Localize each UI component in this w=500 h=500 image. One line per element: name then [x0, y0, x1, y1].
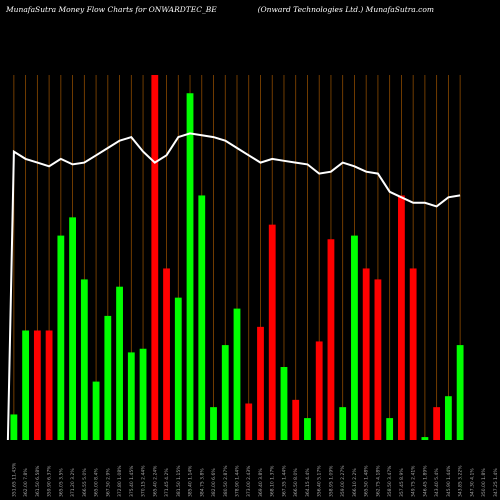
chart-title-left: MunafaSutra Money Flow Charts for ONWARD…	[6, 5, 217, 14]
bar	[198, 195, 206, 440]
bar	[444, 396, 452, 440]
x-tick-label: 370.15 2.44%	[141, 465, 147, 497]
x-tick-label: 384.75 3.8%	[199, 468, 205, 497]
x-tick-label: 366.50 8.0%	[293, 468, 299, 497]
bar	[421, 437, 429, 440]
bar	[151, 75, 159, 440]
x-tick-label: 357.45 8.9%	[399, 468, 405, 497]
bar	[351, 235, 358, 440]
x-tick-label: 381.50 1.15%	[176, 465, 182, 497]
bar	[33, 330, 41, 440]
bar	[292, 399, 300, 440]
bar	[139, 348, 147, 440]
x-tick-label: 356.40 5.17%	[317, 465, 323, 497]
x-tick-label: 365.00 8.4%	[94, 468, 100, 497]
bar	[104, 315, 112, 440]
bar	[127, 352, 135, 440]
bar	[409, 268, 417, 440]
x-tick-label: 358.95 1.09%	[328, 465, 334, 497]
x-tick-label: 362.00 7.8%	[23, 468, 29, 497]
chart-title-right: (Onward Technologies Ltd.) MunafaSutra.c…	[257, 5, 434, 14]
bar	[433, 407, 441, 440]
x-tick-label: 359.00 2.27%	[340, 465, 346, 497]
bar	[398, 195, 405, 440]
x-tick-label: 362.75 4.18%	[375, 465, 381, 497]
x-tick-label: 385.40 1.14%	[188, 465, 194, 497]
bar	[22, 330, 30, 440]
bar	[57, 235, 65, 440]
price-line	[6, 132, 461, 441]
x-tick-label: 369.40 3.8%	[258, 468, 264, 497]
bar	[233, 308, 241, 440]
x-tick-label: 380.50 2.87%	[223, 465, 229, 497]
x-tick-label: 366.55 5.0%	[82, 468, 88, 497]
x-tick-label: 345.90 1.44%	[446, 465, 452, 497]
bar	[210, 407, 217, 440]
bar	[362, 268, 370, 440]
bar	[386, 418, 394, 440]
x-tick-label: 365.05 3.5%	[58, 468, 64, 497]
x-tick-label: 358.50 3.47%	[387, 465, 393, 497]
bar	[92, 381, 100, 440]
bar	[268, 224, 276, 440]
bar	[374, 279, 382, 440]
x-tick-label: 367.35 1.44%	[281, 465, 287, 497]
x-tick-label: 366.10 2.2%	[352, 468, 358, 497]
bar	[245, 403, 253, 440]
bar	[116, 286, 123, 440]
x-tick-label: 372.80 1.08%	[117, 465, 123, 497]
x-tick-label: 365.50 1.48%	[364, 465, 370, 497]
x-tick-label: 343.85 3.22%	[458, 465, 464, 497]
x-tick-label: 375.40 1.45%	[129, 465, 135, 497]
x-tick-label: 359.90 6.37%	[47, 465, 53, 497]
x-tick-label: 350.00 1.8%	[481, 468, 487, 497]
x-tick-label: 351.65 11.43%	[11, 462, 17, 497]
bar	[69, 217, 76, 440]
x-tick-label: 373.00 2.43%	[246, 465, 252, 497]
x-tick-label: 371.20 3.2%	[70, 468, 76, 497]
x-tick-label: 347.30 4.1%	[469, 468, 475, 497]
x-tick-label: 367.50 2.9%	[105, 468, 111, 497]
bar	[280, 367, 288, 440]
x-tick-label: 365.40 2.24%	[152, 465, 158, 497]
bar	[327, 239, 335, 440]
bar	[186, 93, 194, 440]
bar	[163, 268, 170, 440]
bar	[257, 326, 264, 440]
x-tick-label: 347.25 1.4%	[493, 468, 499, 497]
x-tick-label: 371.45 4.2%	[164, 468, 170, 497]
bar	[315, 341, 323, 440]
bar	[456, 345, 464, 440]
bar	[304, 418, 311, 440]
x-tick-label: 349.75 2.41%	[411, 465, 417, 497]
x-tick-label: 382.00 6.6%	[211, 468, 217, 497]
x-tick-label: 346.45 1.89%	[422, 465, 428, 497]
x-tick-label: 361.50 6.58%	[35, 465, 41, 497]
x-tick-label: 378.90 1.44%	[235, 465, 241, 497]
bar	[80, 279, 88, 440]
x-tick-label: 343.40 5.4%	[434, 468, 440, 497]
bar	[221, 345, 229, 440]
bar	[45, 330, 53, 440]
bar	[174, 297, 182, 440]
x-tick-label: 364.15 4.4%	[305, 468, 311, 497]
bar	[339, 407, 347, 440]
x-tick-label: 368.10 1.37%	[270, 465, 276, 497]
bar	[10, 414, 18, 440]
